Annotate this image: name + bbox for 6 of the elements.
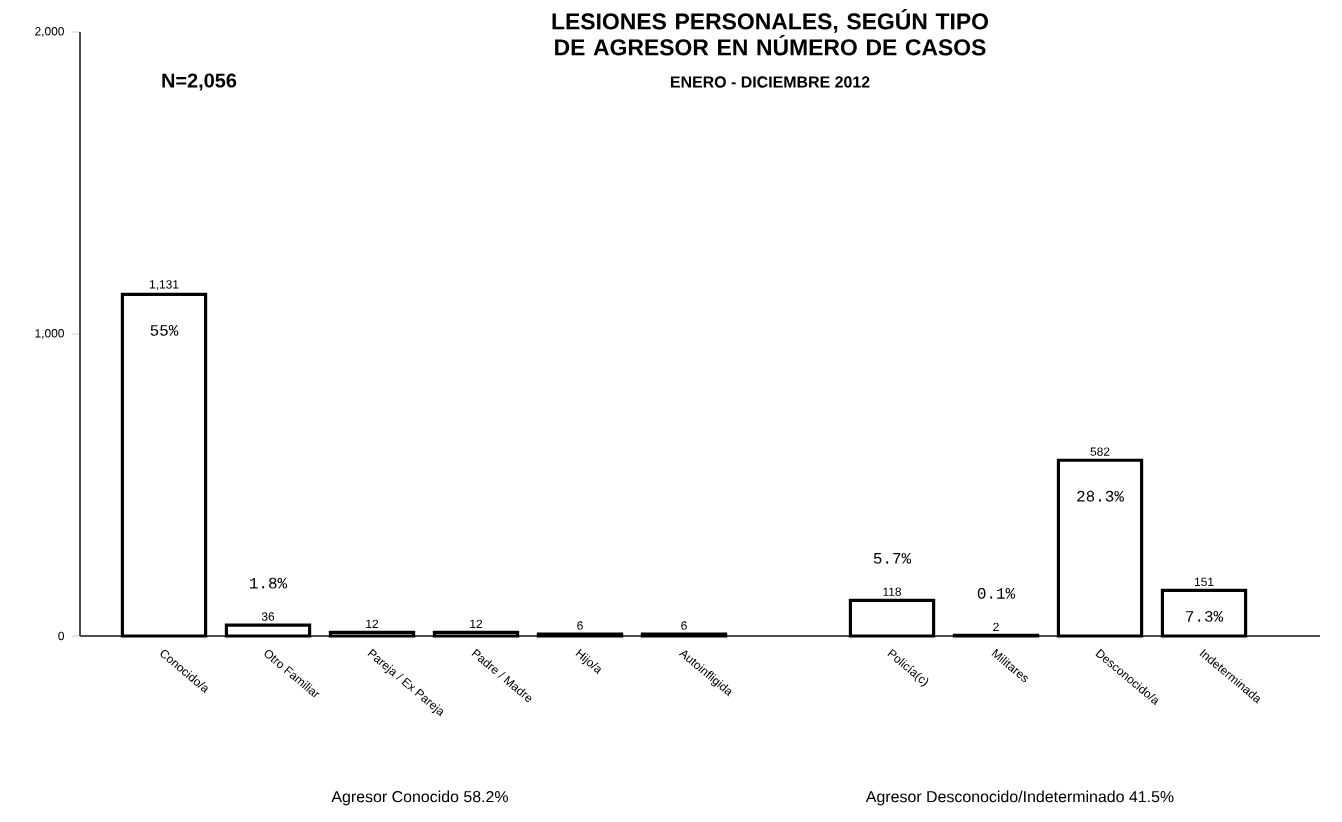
chart-title: LESIONES PERSONALES, SEGÚN TIPO DE AGRESOR EN NÚMERO DE CASOS	[552, 9, 989, 56]
annotation: N=2,056	[162, 73, 237, 91]
bar	[120, 292, 208, 638]
bar	[848, 598, 936, 638]
bar	[224, 623, 312, 638]
bar	[1056, 458, 1144, 638]
